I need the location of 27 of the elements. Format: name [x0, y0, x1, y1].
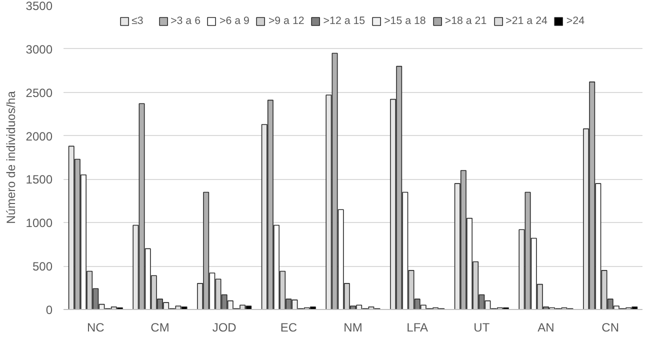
x-tick-label: NC	[87, 320, 105, 334]
legend-label: >6 a 9	[220, 15, 250, 27]
x-tick-label: JOD	[212, 320, 237, 334]
y-tick-label: 500	[32, 260, 53, 274]
y-tick-label: 1000	[26, 216, 53, 230]
x-tick-label: LFA	[406, 320, 428, 334]
legend-label: >12 a 15	[323, 15, 366, 27]
x-tick-label: CN	[602, 320, 620, 334]
legend-label: >3 a 6	[170, 15, 201, 27]
x-tick-label: CM	[150, 320, 170, 334]
x-tick-label: NM	[344, 320, 362, 334]
x-tick-label: EC	[280, 320, 298, 334]
legend-label: >24	[566, 15, 586, 27]
y-axis-title: Número de individuos/ha	[4, 90, 18, 224]
legend-label: >15 a 18	[384, 15, 426, 27]
y-tick-label: 3500	[26, 0, 53, 13]
y-tick-label: 0	[46, 303, 53, 317]
x-tick-label: AN	[538, 320, 554, 334]
legend-label: >18 a 21	[444, 15, 487, 27]
y-tick-label: 2500	[26, 86, 53, 100]
legend-label: ≤3	[132, 15, 144, 27]
y-tick-label: 3000	[26, 42, 53, 56]
y-tick-label: 1500	[26, 172, 53, 187]
x-tick-label: UT	[474, 320, 490, 334]
legend-label: >21 a 24	[506, 15, 548, 27]
legend-label: >9 a 12	[268, 15, 304, 27]
y-tick-label: 2000	[26, 129, 53, 144]
